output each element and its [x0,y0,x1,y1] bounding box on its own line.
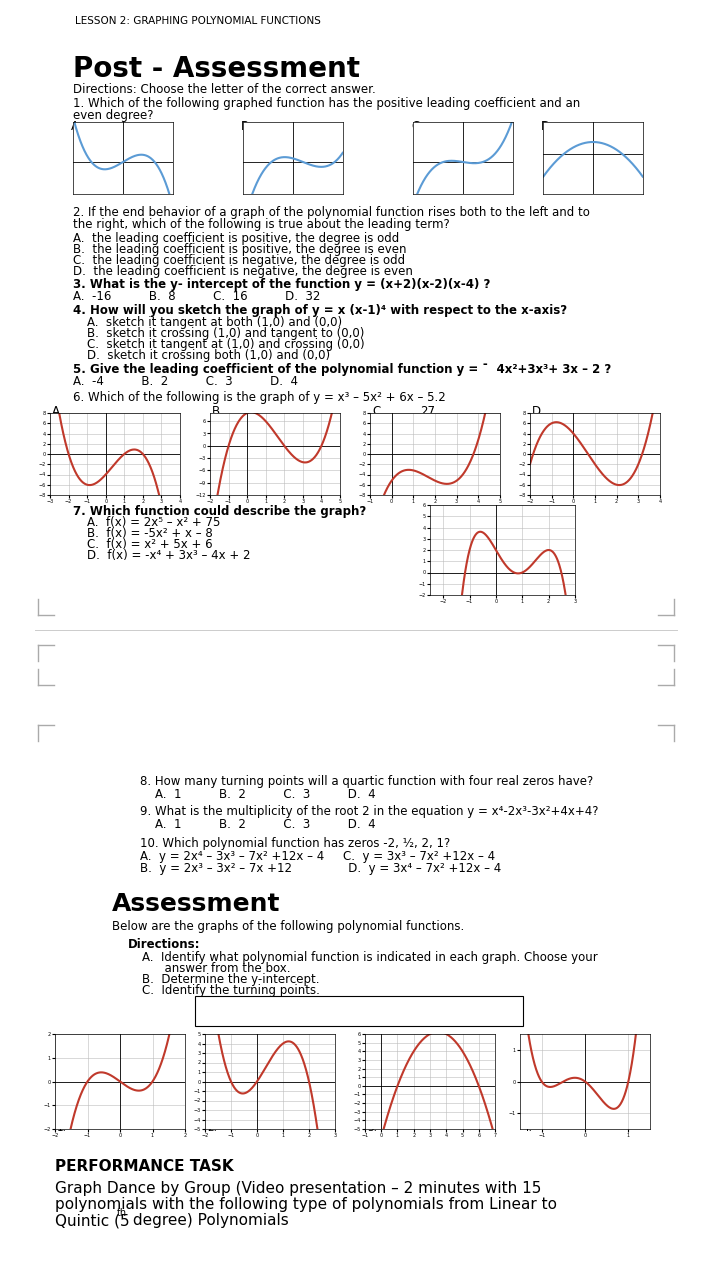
Text: A.: A. [52,404,63,419]
Text: Assessment: Assessment [112,892,281,916]
Text: Graph Dance by Group (Video presentation – 2 minutes with 15: Graph Dance by Group (Video presentation… [55,1181,541,1196]
Text: A.  1          B.  2          C.  3          D.  4: A. 1 B. 2 C. 3 D. 4 [155,788,376,801]
Text: 3.: 3. [367,1123,377,1133]
Text: the right, which of the following is true about the leading term?: the right, which of the following is tru… [73,218,450,230]
Text: even degree?: even degree? [73,109,154,122]
Text: A.  the leading coefficient is positive, the degree is odd: A. the leading coefficient is positive, … [73,232,399,244]
Text: B.  y = 2x³ – 3x² – 7x +12               D.  y = 3x⁴ – 7x² +12x – 4: B. y = 2x³ – 3x² – 7x +12 D. y = 3x⁴ – 7… [140,861,501,876]
Text: 10. Which polynomial function has zeros -2, ½, 2, 1?: 10. Which polynomial function has zeros … [140,837,450,850]
Text: 7. Which function could describe the graph?: 7. Which function could describe the gra… [73,506,366,518]
Text: Below are the graphs of the following polynomial functions.: Below are the graphs of the following po… [112,920,464,933]
Text: Directions:: Directions: [128,938,201,951]
Text: A.  y = 2x⁴ – 3x³ – 7x² +12x – 4     C.  y = 3x³ – 7x² +12x – 4: A. y = 2x⁴ – 3x³ – 7x² +12x – 4 C. y = 3… [140,850,495,863]
Text: B.: B. [212,404,224,419]
Text: Post - Assessment: Post - Assessment [73,55,360,83]
Text: A.  sketch it tangent at both (1,0) and (0,0): A. sketch it tangent at both (1,0) and (… [87,316,342,329]
Text: C.: C. [411,120,423,133]
Text: D.: D. [532,404,545,419]
Text: C.: C. [372,404,384,419]
Text: C.  f(x) = x² + 5x + 6: C. f(x) = x² + 5x + 6 [87,538,213,550]
Text: 2.: 2. [207,1123,217,1133]
Text: 4.: 4. [522,1123,532,1133]
Text: 5. Give the leading coefficient of the polynomial function y = ¯  4x²+3x³+ 3x – : 5. Give the leading coefficient of the p… [73,364,611,376]
Text: 2. If the end behavior of a graph of the polynomial function rises both to the l: 2. If the end behavior of a graph of the… [73,206,590,219]
Text: C.  the leading coefficient is negative, the degree is odd: C. the leading coefficient is negative, … [73,253,405,268]
Text: 6. Which of the following is the graph of y = x³ – 5x² + 6x – 5.2: 6. Which of the following is the graph o… [73,390,446,404]
Text: C.  Identify the turning points.: C. Identify the turning points. [142,984,320,997]
Text: answer from the box.: answer from the box. [142,963,290,975]
Text: 27: 27 [420,404,435,419]
Text: 1. Which of the following graphed function has the positive leading coefficient : 1. Which of the following graphed functi… [73,97,580,110]
Text: D.: D. [541,120,554,133]
Text: LESSON 2: GRAPHING POLYNOMIAL FUNCTIONS: LESSON 2: GRAPHING POLYNOMIAL FUNCTIONS [75,15,321,26]
Text: B.  sketch it crossing (1,0) and tangent to (0,0): B. sketch it crossing (1,0) and tangent … [87,326,365,340]
Text: 1.: 1. [57,1123,67,1133]
Text: D.  sketch it crossing both (1,0) and (0,0): D. sketch it crossing both (1,0) and (0,… [87,349,330,362]
Text: polynomials with the following type of polynomials from Linear to: polynomials with the following type of p… [55,1197,557,1212]
Text: Quintic (5: Quintic (5 [55,1213,130,1228]
Text: 8. How many turning points will a quartic function with four real zeros have?: 8. How many turning points will a quarti… [140,774,593,788]
Text: y = x(x-1)(x+1): y = x(x-1)(x+1) [200,1001,288,1011]
Text: A.  -4          B.  2          C.  3          D.  4: A. -4 B. 2 C. 3 D. 4 [73,375,298,388]
Text: 3. What is the y- intercept of the function y = (x+2)(x-2)(x-4) ?: 3. What is the y- intercept of the funct… [73,278,491,291]
Text: 4. How will you sketch the graph of y = x (x-1)⁴ with respect to the x-axis?: 4. How will you sketch the graph of y = … [73,303,567,317]
Text: A.  -16          B.  8          C.  16          D.  32: A. -16 B. 8 C. 16 D. 32 [73,291,320,303]
Text: th: th [117,1208,127,1219]
Text: PERFORMANCE TASK: PERFORMANCE TASK [55,1158,234,1174]
Text: degree) Polynomials: degree) Polynomials [128,1213,289,1228]
Text: A.  Identify what polynomial function is indicated in each graph. Choose your: A. Identify what polynomial function is … [142,951,598,964]
Text: B.: B. [241,120,253,133]
Text: A.  f(x) = 2x⁵ – x² + 75: A. f(x) = 2x⁵ – x² + 75 [87,516,221,529]
Text: y = -x²+7x-6: y = -x²+7x-6 [365,1001,437,1011]
Text: A.  1          B.  2          C.  3          D.  4: A. 1 B. 2 C. 3 D. 4 [155,818,376,831]
Text: D.  the leading coefficient is negative, the degree is even: D. the leading coefficient is negative, … [73,265,413,278]
Text: y = x(x+1)(2x+1)(x-1): y = x(x+1)(2x+1)(x-1) [365,1012,491,1023]
Text: B.  f(x) = -5x² + x – 8: B. f(x) = -5x² + x – 8 [87,527,213,540]
Text: 9. What is the multiplicity of the root 2 in the equation y = x⁴-2x³-3x²+4x+4?: 9. What is the multiplicity of the root … [140,805,599,818]
Text: A.: A. [71,120,83,133]
Text: B.  the leading coefficient is positive, the degree is even: B. the leading coefficient is positive, … [73,243,407,256]
Text: B.  Determine the y-intercept.: B. Determine the y-intercept. [142,973,320,986]
Text: Directions: Choose the letter of the correct answer.: Directions: Choose the letter of the cor… [73,83,376,96]
Text: C.  sketch it tangent at (1,0) and crossing (0,0): C. sketch it tangent at (1,0) and crossi… [87,338,365,351]
Text: D.  f(x) = -x⁴ + 3x³ – 4x + 2: D. f(x) = -x⁴ + 3x³ – 4x + 2 [87,549,251,562]
Text: y = -2x(x-2)(x+1): y = -2x(x-2)(x+1) [200,1012,299,1023]
